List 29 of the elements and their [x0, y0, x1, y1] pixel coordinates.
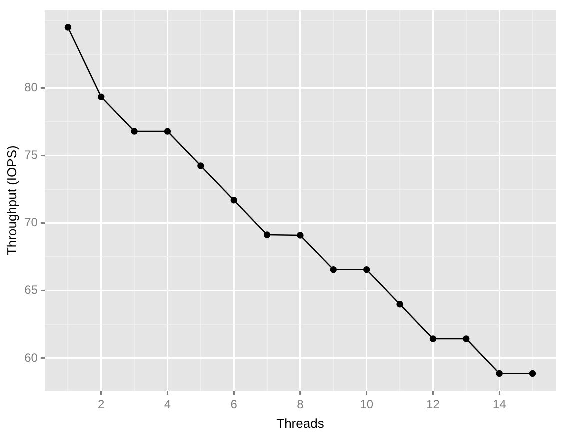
point	[164, 128, 172, 135]
point	[98, 94, 105, 100]
point	[396, 301, 404, 308]
y-tick-label: 75	[24, 148, 38, 162]
x-tick-label: 14	[492, 398, 507, 412]
point	[529, 370, 536, 378]
x-tick-label: 10	[360, 398, 374, 412]
point	[264, 232, 271, 238]
point	[198, 162, 204, 170]
point	[496, 370, 503, 378]
y-tick-label: 60	[24, 350, 38, 365]
point	[64, 24, 72, 31]
y-tick-label: 80	[24, 80, 38, 95]
y-axis-title: Throughput (IOPS)	[4, 146, 20, 256]
x-tick-label: 12	[426, 398, 440, 412]
x-tick-label: 8	[297, 398, 304, 412]
y-tick-label: 65	[24, 283, 38, 298]
x-tick-label: 2	[98, 398, 106, 412]
point	[297, 232, 304, 239]
x-axis-title: Threads	[276, 416, 325, 431]
x-tick-label: 4	[164, 398, 172, 412]
point	[330, 266, 338, 274]
x-tick-label: 6	[230, 398, 238, 412]
y-tick-label: 70	[24, 216, 38, 230]
point	[131, 128, 138, 135]
point	[463, 336, 470, 342]
point	[430, 336, 437, 342]
point	[230, 197, 238, 204]
point	[363, 266, 370, 274]
